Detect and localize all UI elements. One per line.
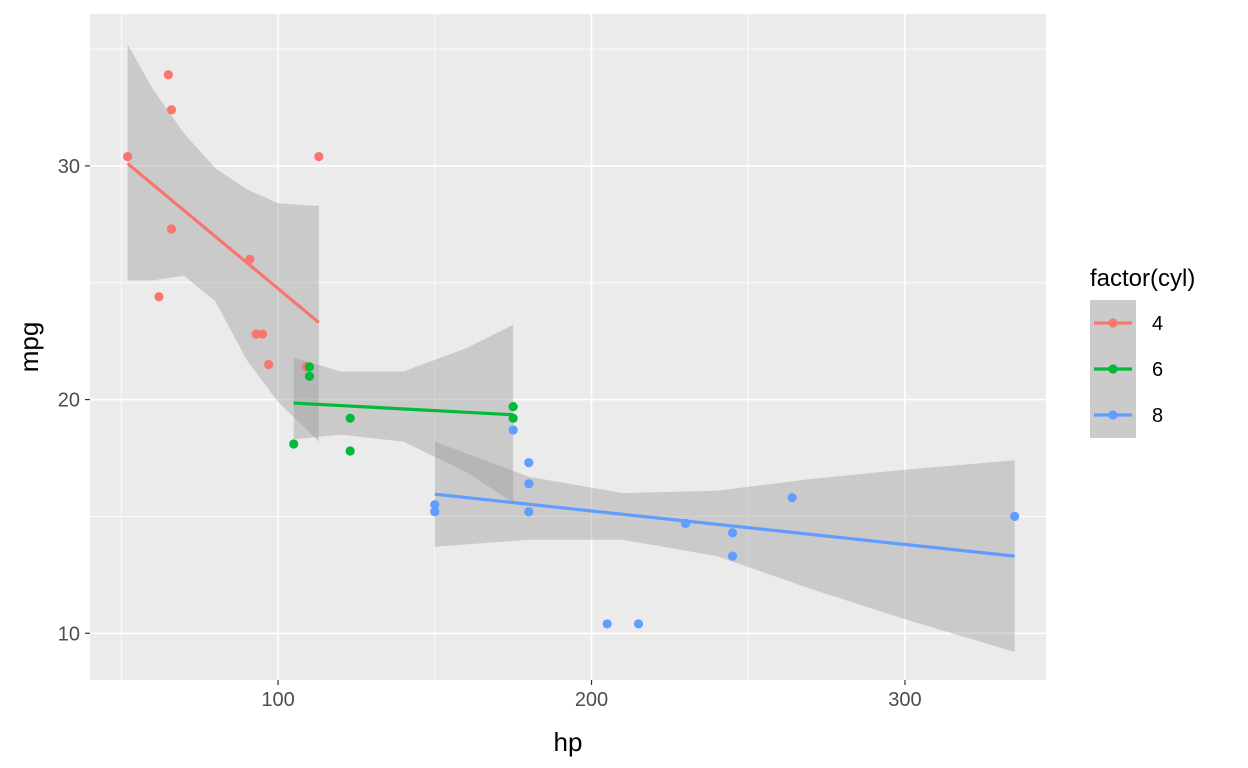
point-cyl-8-7 [633,619,644,629]
legend: factor(cyl) 4 6 8 [1090,265,1195,438]
legend-key-point-8 [1108,410,1118,420]
y-tick-label-2: 30 [58,156,80,178]
point-cyl-8-9 [727,528,738,538]
point-cyl-4-2 [163,70,173,80]
point-cyl-8-1 [430,507,440,517]
point-cyl-4-0 [123,151,133,162]
point-cyl-6-5 [508,401,518,412]
point-cyl-4-1 [154,292,164,302]
point-cyl-8-8 [680,518,691,529]
plot-panel [90,14,1046,680]
y-tick-label-1: 20 [58,390,80,412]
point-cyl-6-1 [304,371,315,381]
point-cyl-6-6 [508,413,518,423]
x-axis-title: hp [554,727,583,757]
point-cyl-8-0 [430,500,440,510]
fit-line-cyl-6 [293,401,514,417]
point-cyl-4-4 [166,224,177,234]
legend-title: factor(cyl) [1090,265,1195,292]
point-cyl-6-4 [345,446,355,456]
legend-key-point-6 [1108,364,1118,374]
legend-label-8: 8 [1152,405,1163,427]
legend-key-point-4 [1108,318,1118,328]
point-cyl-4-5 [245,254,255,264]
point-cyl-8-4 [524,479,534,489]
legend-label-6: 6 [1152,359,1163,381]
y-tick-label-0: 10 [58,623,80,645]
x-tick-label-2: 300 [888,689,921,711]
fit-line-cyl-4 [126,162,320,324]
point-cyl-8-10 [727,551,738,561]
point-cyl-4-10 [314,151,324,162]
point-cyl-8-6 [602,619,612,629]
point-cyl-4-7 [257,329,267,339]
x-tick-label-1: 200 [575,689,608,711]
point-cyl-4-3 [166,105,177,115]
x-tick-label-0: 100 [261,689,294,711]
ribbon-cyl-8 [434,441,1015,652]
data-points [123,70,1020,629]
grid-minor [90,14,1046,680]
fit-lines [126,162,1015,558]
point-cyl-6-3 [345,413,355,423]
point-cyl-6-2 [304,362,315,372]
y-axis-title: mpg [14,322,44,373]
point-cyl-6-0 [289,439,299,449]
axes: 100 200 300 10 20 30 [58,156,922,711]
point-cyl-8-12 [1010,511,1020,522]
ribbon-cyl-6 [293,324,514,503]
point-cyl-8-5 [524,507,534,517]
point-cyl-8-3 [524,458,534,468]
legend-label-4: 4 [1152,313,1163,335]
fit-line-cyl-8 [434,492,1015,558]
grid-major [90,14,1046,680]
point-cyl-4-8 [264,359,274,370]
point-cyl-8-11 [787,493,797,503]
point-cyl-8-2 [508,425,518,435]
